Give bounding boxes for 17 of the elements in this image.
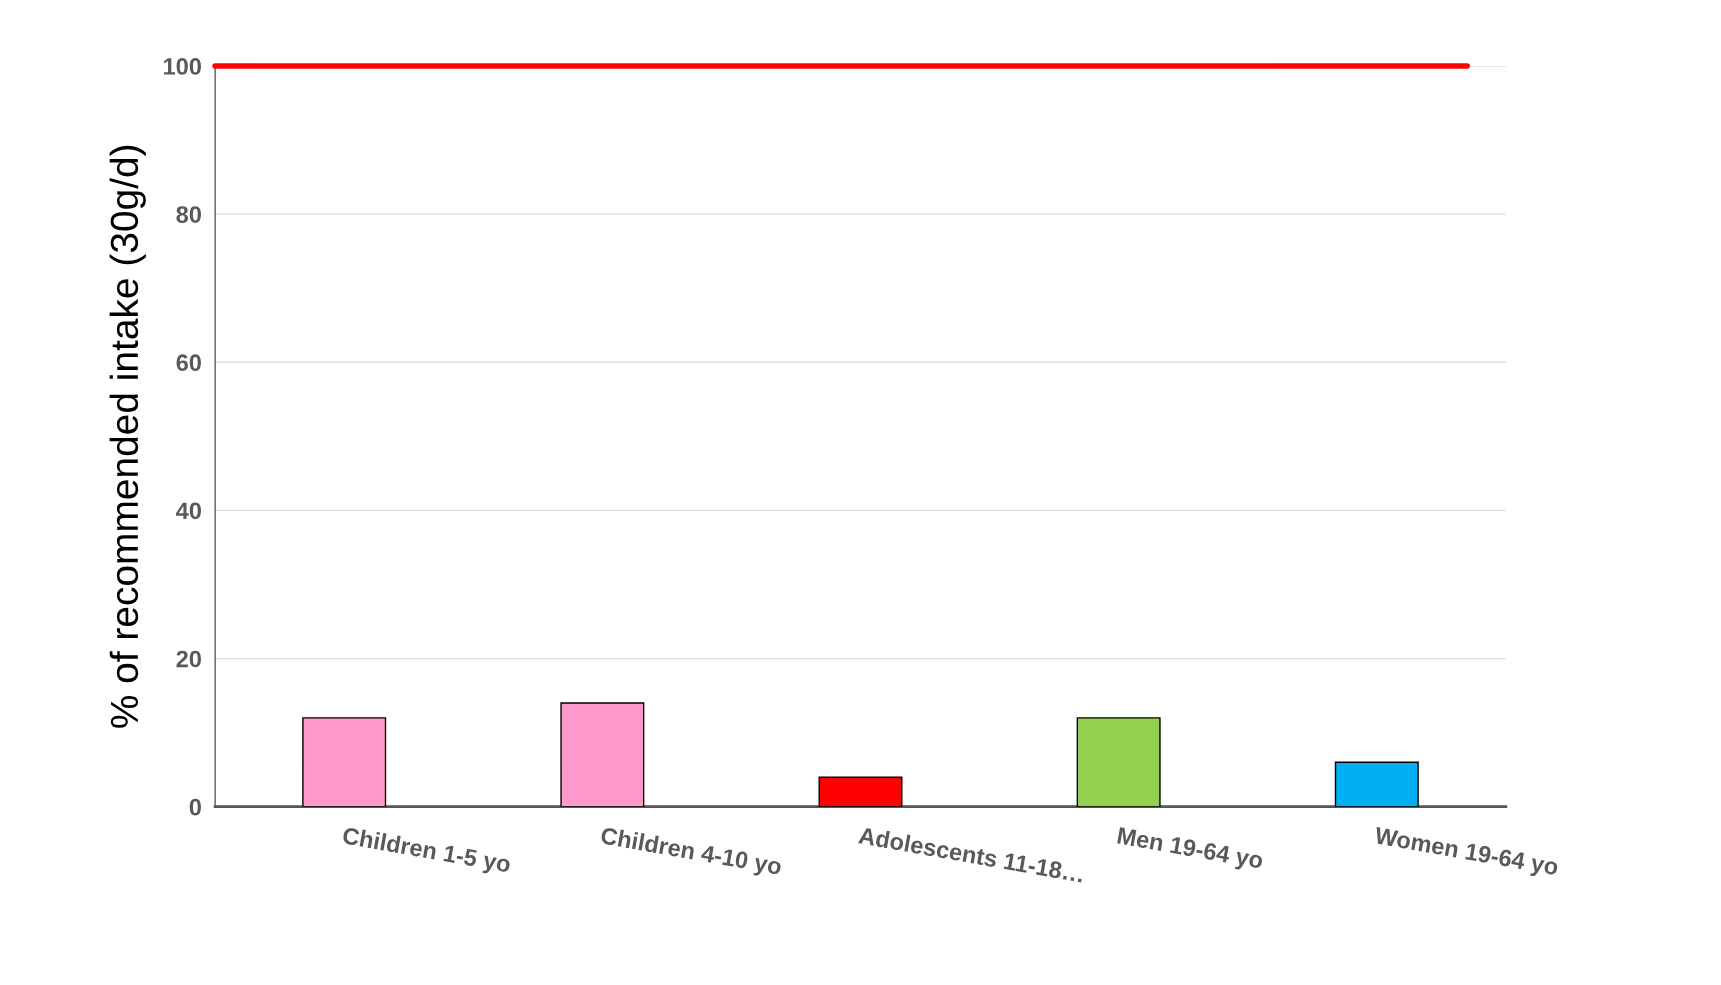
y-tick-label: 60 bbox=[176, 354, 201, 372]
x-tick-label: Children 4-10 yo bbox=[599, 826, 783, 880]
x-tick-label: Children 1-5 yo bbox=[341, 826, 512, 878]
y-tick-label: 40 bbox=[176, 502, 201, 520]
y-axis-title: % of recommended intake (30g/d) bbox=[109, 145, 146, 728]
x-tick-label: Men 19-64 yo bbox=[1116, 827, 1264, 874]
y-tick-label: 0 bbox=[189, 798, 201, 816]
y-tick-label: 20 bbox=[176, 650, 201, 668]
y-tick-label: 100 bbox=[164, 58, 201, 75]
bar bbox=[560, 702, 645, 807]
x-tick-label: Adolescents 11-18… bbox=[858, 826, 1085, 883]
bar bbox=[1076, 717, 1161, 807]
bar bbox=[818, 776, 903, 807]
y-tick-label: 80 bbox=[176, 206, 201, 223]
bar bbox=[302, 717, 387, 807]
bar bbox=[1334, 761, 1419, 807]
x-tick-label: Women 19-64 yo bbox=[1373, 826, 1559, 880]
